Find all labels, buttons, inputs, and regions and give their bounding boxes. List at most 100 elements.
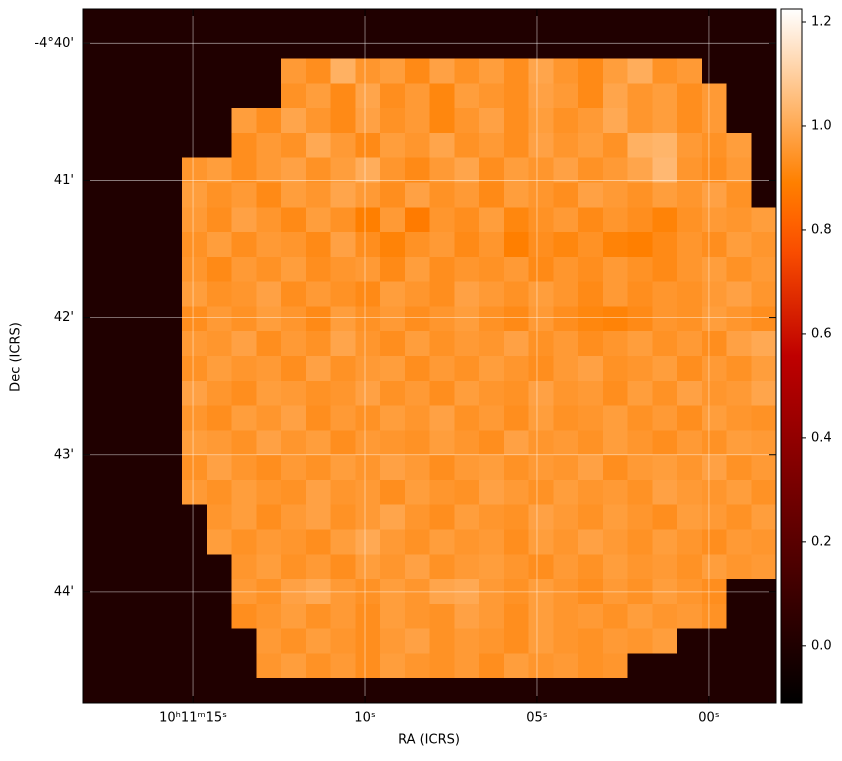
pixel	[256, 108, 282, 134]
pixel	[503, 603, 529, 630]
pixel	[256, 479, 282, 506]
pixel	[107, 405, 133, 431]
pixel	[429, 430, 455, 456]
pixel	[578, 678, 604, 704]
pixel	[528, 281, 554, 307]
pixel	[528, 504, 554, 530]
pixel	[355, 603, 381, 630]
pixel	[107, 554, 133, 580]
pixel	[404, 306, 430, 332]
pixel	[553, 232, 579, 258]
pixel	[454, 554, 480, 580]
pixel	[355, 33, 381, 60]
pixel	[602, 554, 628, 580]
pixel	[578, 430, 604, 456]
pixel	[677, 554, 703, 580]
pixel	[751, 678, 777, 704]
pixel	[330, 405, 356, 431]
pixel	[429, 653, 455, 679]
pixel	[726, 356, 752, 382]
pixel	[231, 232, 257, 258]
pixel	[404, 281, 430, 307]
pixel	[256, 207, 282, 233]
pixel	[256, 331, 282, 357]
pixel	[602, 653, 628, 679]
pixel	[281, 232, 307, 258]
pixel	[107, 182, 133, 208]
pixel	[231, 306, 257, 332]
pixel	[602, 306, 628, 332]
pixel	[578, 157, 604, 183]
pixel	[503, 207, 529, 233]
x-tick-label: 10ʰ11ᵐ15ˢ	[159, 711, 227, 726]
pixel	[231, 628, 257, 654]
pixel	[355, 628, 381, 654]
pixel	[602, 182, 628, 208]
pixel	[256, 504, 282, 530]
pixel	[454, 281, 480, 307]
pixel	[578, 9, 604, 35]
pixel	[627, 58, 653, 84]
pixel	[83, 380, 109, 407]
pixel	[132, 132, 158, 159]
pixel	[83, 405, 109, 431]
pixel	[231, 132, 257, 159]
pixel	[652, 455, 678, 481]
pixel	[355, 380, 381, 407]
pixel	[503, 331, 529, 357]
pixel	[355, 529, 381, 555]
pixel	[83, 83, 109, 109]
pixel	[677, 504, 703, 530]
pixel	[132, 554, 158, 580]
pixel	[132, 157, 158, 183]
pixel	[479, 356, 505, 382]
pixel	[132, 281, 158, 307]
pixel	[677, 479, 703, 506]
pixel	[107, 83, 133, 109]
pixel	[701, 331, 727, 357]
pixel	[454, 653, 480, 679]
pixel	[380, 678, 406, 704]
pixel	[602, 33, 628, 60]
pixel	[429, 157, 455, 183]
pixel	[701, 554, 727, 580]
pixel	[355, 108, 381, 134]
pixel	[107, 479, 133, 506]
pixel	[429, 232, 455, 258]
pixel	[528, 380, 554, 407]
pixel	[429, 554, 455, 580]
pixel	[479, 33, 505, 60]
pixel	[701, 132, 727, 159]
pixel	[652, 356, 678, 382]
pixel	[677, 281, 703, 307]
pixel	[701, 529, 727, 555]
pixel	[256, 628, 282, 654]
pixel	[330, 182, 356, 208]
pixel	[380, 207, 406, 233]
pixel	[677, 653, 703, 679]
pixel	[107, 232, 133, 258]
plot-frame	[82, 8, 777, 704]
pixel	[503, 628, 529, 654]
pixel	[404, 232, 430, 258]
pixel	[355, 356, 381, 382]
pixel	[553, 678, 579, 704]
pixel	[404, 504, 430, 530]
pixel	[231, 9, 257, 35]
pixel	[429, 83, 455, 109]
pixel	[726, 430, 752, 456]
pixel	[677, 108, 703, 134]
pixel	[355, 132, 381, 159]
pixel	[701, 9, 727, 35]
pixel	[602, 58, 628, 84]
pixel	[503, 356, 529, 382]
pixel	[454, 331, 480, 357]
pixel	[503, 653, 529, 679]
pixel	[503, 554, 529, 580]
pixel	[503, 83, 529, 109]
pixel	[404, 132, 430, 159]
pixel	[553, 356, 579, 382]
pixel	[726, 628, 752, 654]
pixel	[578, 281, 604, 307]
pixel	[404, 653, 430, 679]
